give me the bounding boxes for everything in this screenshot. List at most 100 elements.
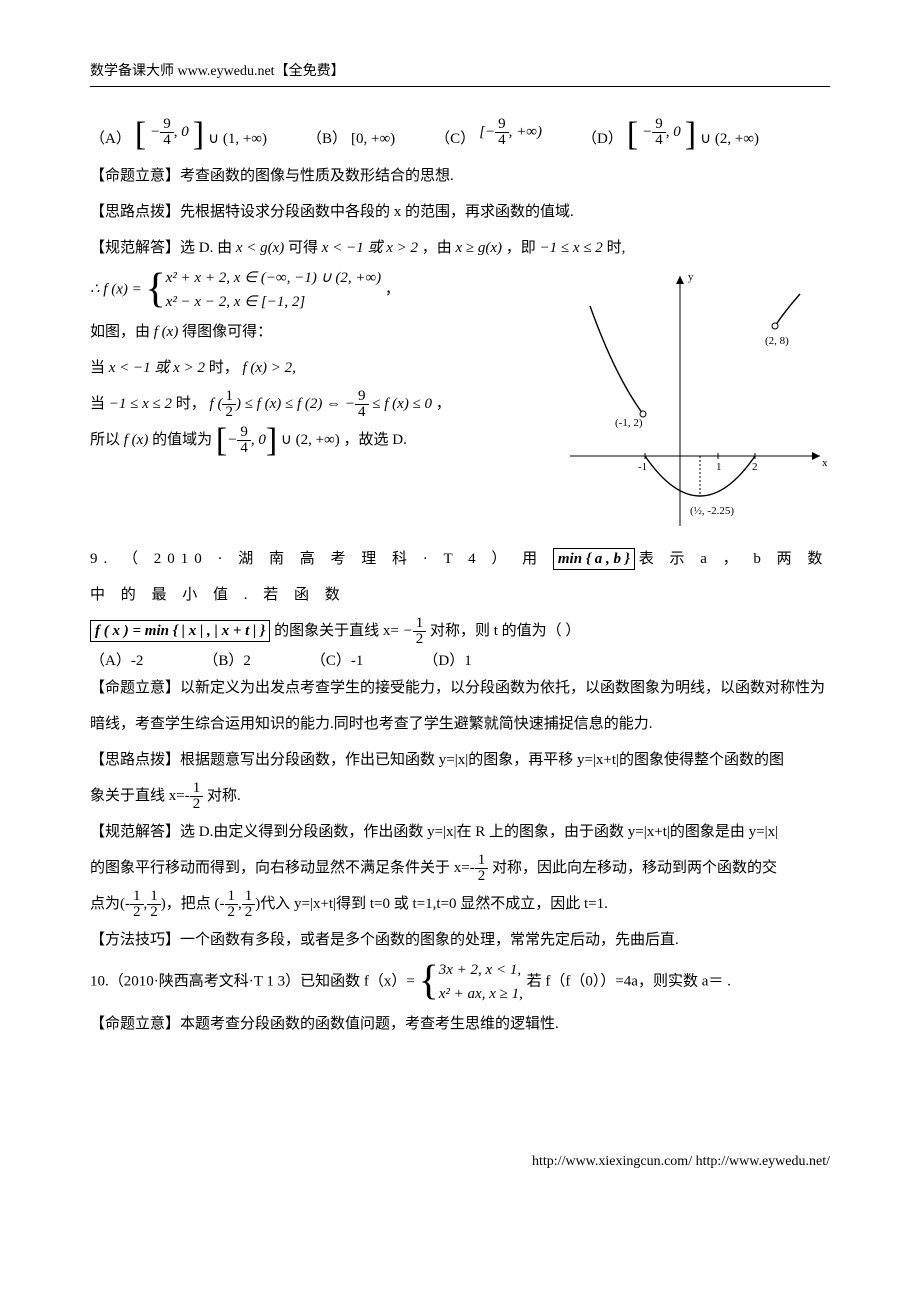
q9-l2a: 的图象关于直线 x= [274,623,402,639]
silv2b-hd: 2 [190,797,204,812]
q10-brace-icon: { [419,963,439,1001]
q9-opt-a: （A）-2 [90,649,143,670]
guifan-1: 【规范解答】选 D. 由 x < g(x) 可得 x < −1 或 x > 2 … [90,230,830,266]
gf2b-hd: 2 [475,869,489,884]
opt-c-den: 4 [495,133,509,148]
option-d-label: （D） [582,127,623,148]
gf2c-hd3: 2 [225,905,239,920]
dang2-hd: 2 [222,405,236,420]
gf2c-hn4: 1 [242,889,256,905]
tick-1: 1 [716,461,722,473]
dang-1: 当 x < −1 或 x > 2 时， f (x) > 2, [90,350,540,386]
function-graph: x y -1 1 2 (-1, 2) (2, 8) ( [560,266,830,541]
q9-options: （A）-2 （B）2 （C）-1 （D）1 [90,649,830,670]
q9-line2: f ( x ) = min { | x | , | x + t | } 的图象关… [90,613,830,649]
gf1-d: ，即 [506,240,536,256]
gf2c-hn3: 1 [225,889,239,905]
suoyi-tail: ，故选 D. [344,432,407,448]
gf2c-hd1: 2 [130,905,144,920]
therefore: ∴ f (x) = [90,281,142,297]
opt-a-tail: ∪ (1, +∞) [208,129,267,148]
silv2b-hn: 1 [190,781,204,797]
dang-2: 当 −1 ≤ x ≤ 2 时， f (12) ≤ f (x) ≤ f (2) ⇔… [90,386,540,422]
silv-1: 【思路点拨】先根据特设求分段函数中各段的 x 的范围，再求函数的值域. [90,194,830,230]
dang1-cond: x < −1 或 x > 2 [109,360,205,376]
dang1-shi: 时， [209,360,239,376]
q10-c1: 3x + 2, x < 1, [439,958,523,982]
q9-opt-d: （D）1 [423,649,471,670]
gf2b-a: 的图象平行移动而得到，向右移动显然不满足条件关于 x=- [90,860,475,876]
q9-l2b: 对称，则 t 的值为（ ） [430,623,580,639]
guifan-2b: 的图象平行移动而得到，向右移动显然不满足条件关于 x=-12 对称，因此向左移动… [90,850,830,886]
rutu-line: 如图，由 f (x) 得图像可得： [90,314,540,350]
mingti-1: 【命题立意】考查函数的图像与性质及数形结合的思想. [90,158,830,194]
dang2-9d: 4 [355,405,369,420]
suoyi-a: 所以 [90,432,120,448]
dang2-shi: 时， [176,396,206,412]
q10-b: 若 f（f（0））=4a，则实数 a＝ . [527,973,731,989]
gf2c-hd2: 2 [147,905,161,920]
gf2b-hn: 1 [475,853,489,869]
opt-c-left: [− [479,124,495,140]
silv-2b: 象关于直线 x=-12 对称. [90,778,830,814]
expr-xrange: x < −1 或 x > 2 [322,240,418,256]
case-2: x² − x − 2, x ∈ [−1, 2] [166,290,382,314]
opt-a-den: 4 [160,133,174,148]
expr-xgegx: x ≥ g(x) [456,240,503,256]
left-brace-icon: { [145,271,165,309]
q10-a: 10.（2010·陕西高考文科·T 1 3）已知函数 f（x）= [90,973,419,989]
gf1-c: ，由 [422,240,452,256]
mingti-3: 【命题立意】本题考查分段函数的函数值问题，考查考生思维的逻辑性. [90,1006,830,1042]
opt-d-neg: − [642,124,652,140]
gf1-e: 时, [607,240,626,256]
q9-opt-b: （B）2 [203,649,251,670]
gf2b-b: 对称，因此向左移动，移动到两个函数的交 [492,860,777,876]
fangfa: 【方法技巧】一个函数有多段，或者是多个函数的图象的处理，常常先定后动，先曲后直. [90,922,830,958]
gf1-a: 【规范解答】选 D. 由 [90,240,232,256]
q10-c2: x² + ax, x ≥ 1, [439,982,523,1006]
gf2c-hd4: 2 [242,905,256,920]
expr-neg1le: −1 ≤ x ≤ 2 [540,240,603,256]
option-a-label: （A） [90,127,131,148]
opt-c-tail: , +∞) [509,124,542,140]
q9-hd: 2 [413,632,427,647]
dang2-eb: ) ≤ f (x) ≤ f (2) ⇔ − [236,396,355,412]
q9-line1: 9. （ 2010 · 湖 南 高 考 理 科 · T 4 ） 用 min { … [90,541,830,613]
axis-y-label: y [688,271,694,283]
suoyi-9d: 4 [237,441,251,456]
dang2-ec: ≤ f (x) ≤ 0 [369,396,433,412]
suoyi-9n: 9 [237,425,251,441]
dang2-hn: 1 [222,389,236,405]
case-1: x² + x + 2, x ∈ (−∞, −1) ∪ (2, +∞) [166,266,382,290]
axis-x-label: x [822,457,828,469]
rutu-fx: f (x) [154,324,179,340]
rutu-b: 得图像可得： [182,324,272,340]
dang2-ea: f ( [210,396,223,412]
dang1-a: 当 [90,360,105,376]
gf2c-e: )代入 y=|x+t|得到 t=0 或 t=1,t=0 显然不成立，因此 t=1… [255,896,608,912]
opt-d-den: 4 [652,133,666,148]
opt-a-mid: , 0 [174,124,189,140]
page-header: 数学备课大师 www.eywedu.net【全免费】 [90,60,830,87]
pw-comma: ， [385,281,400,297]
page-footer: http://www.xiexingcun.com/ http://www.ey… [532,1154,830,1170]
gf2c-hn2: 1 [147,889,161,905]
option-c: （C） [−94, +∞) [435,117,542,148]
gf2c-c: )，把点 (- [161,896,225,912]
guifan-2c: 点为(-12,12)，把点 (-12,12)代入 y=|x+t|得到 t=0 或… [90,886,830,922]
gf1-b: 可得 [288,240,318,256]
point-2-8: (2, 8) [765,335,789,347]
dang2-cond: −1 ≤ x ≤ 2 [109,396,172,412]
piecewise-def: ∴ f (x) = { x² + x + 2, x ∈ (−∞, −1) ∪ (… [90,266,540,314]
option-b-label: （B） [307,127,347,148]
point-m1-2: (-1, 2) [615,417,643,429]
opt-d-num: 9 [652,117,666,133]
options-row-1: （A） [ −94, 0 ] ∪ (1, +∞) （B） [0, +∞) （C）… [90,117,830,148]
silv-2: 【思路点拨】根据题意写出分段函数，作出已知函数 y=|x|的图象，再平移 y=|… [90,742,830,778]
tick-m1: -1 [638,461,647,473]
suoyi-line: 所以 f (x) 的值域为 [−94, 0] ∪ (2, +∞) ，故选 D. [90,422,540,458]
guifan-2: 【规范解答】选 D.由定义得到分段函数，作出函数 y=|x|在 R 上的图象，由… [90,814,830,850]
tick-2: 2 [752,461,758,473]
q9-opt-c: （C）-1 [311,649,364,670]
q10-line: 10.（2010·陕西高考文科·T 1 3）已知函数 f（x）= { 3x + … [90,958,830,1006]
